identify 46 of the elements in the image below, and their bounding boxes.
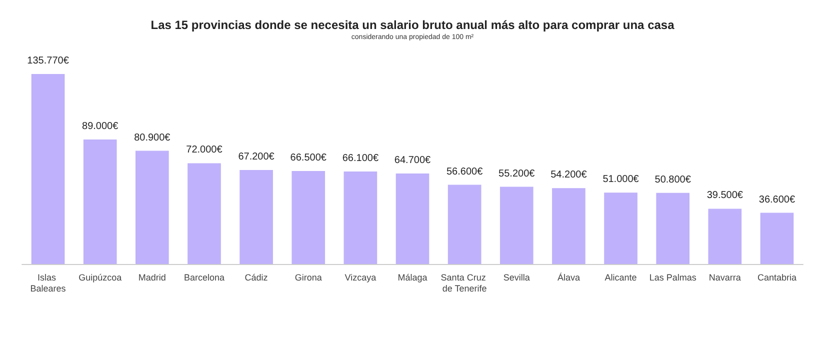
x-tick-label: Santa Cruz de Tenerife xyxy=(440,272,488,294)
data-label: 80.900€ xyxy=(134,132,171,144)
bar xyxy=(31,74,65,264)
data-label: 56.600€ xyxy=(446,166,484,178)
data-label: 54.200€ xyxy=(550,170,588,181)
x-tick-label: Álava xyxy=(557,272,580,282)
data-label: 67.200€ xyxy=(238,151,275,162)
data-label: 64.700€ xyxy=(394,154,432,166)
chart-title: Las 15 provincias donde se necesita un salario bruto anual más alto para comprar una casa xyxy=(150,18,675,32)
bar xyxy=(240,170,273,264)
data-label: 55.200€ xyxy=(498,168,536,180)
bar xyxy=(292,170,326,264)
data-label: 50.800€ xyxy=(654,174,692,186)
x-tick-label: Alicante xyxy=(604,272,637,282)
data-label: 66.500€ xyxy=(290,152,327,164)
x-tick-label: Cantabria xyxy=(757,272,796,282)
bar xyxy=(708,208,742,264)
bar xyxy=(188,163,221,264)
x-tick-label: Barcelona xyxy=(184,272,224,282)
x-tick-label: Girona xyxy=(294,272,322,282)
x-tick-label: Islas Baleares xyxy=(30,272,66,294)
x-tick-label: Cádiz xyxy=(244,272,268,282)
bar xyxy=(396,173,430,264)
data-label: 51.000€ xyxy=(602,174,640,186)
bar xyxy=(656,192,690,264)
bar xyxy=(448,184,482,264)
x-tick-label: Navarra xyxy=(708,272,741,282)
data-label: 89.000€ xyxy=(82,120,119,132)
bar xyxy=(500,186,534,264)
bar xyxy=(136,150,169,264)
data-label: 135.770€ xyxy=(27,56,70,66)
x-tick-label: Madrid xyxy=(138,272,166,282)
x-tick-label: Málaga xyxy=(398,272,428,282)
bar xyxy=(83,139,117,264)
bar xyxy=(552,188,586,264)
bar xyxy=(344,172,378,264)
bar xyxy=(760,212,794,264)
data-label: 72.000€ xyxy=(186,144,223,156)
x-tick-label: Sevilla xyxy=(503,272,530,282)
x-tick-label: Guipúzcoa xyxy=(78,272,122,282)
x-tick-label: Vizcaya xyxy=(344,272,376,282)
data-label: 66.100€ xyxy=(342,153,379,164)
data-label: 39.500€ xyxy=(706,190,744,202)
x-tick-label: Las Palmas xyxy=(649,272,697,282)
bar xyxy=(604,192,638,264)
data-label: 36.600€ xyxy=(758,194,796,206)
